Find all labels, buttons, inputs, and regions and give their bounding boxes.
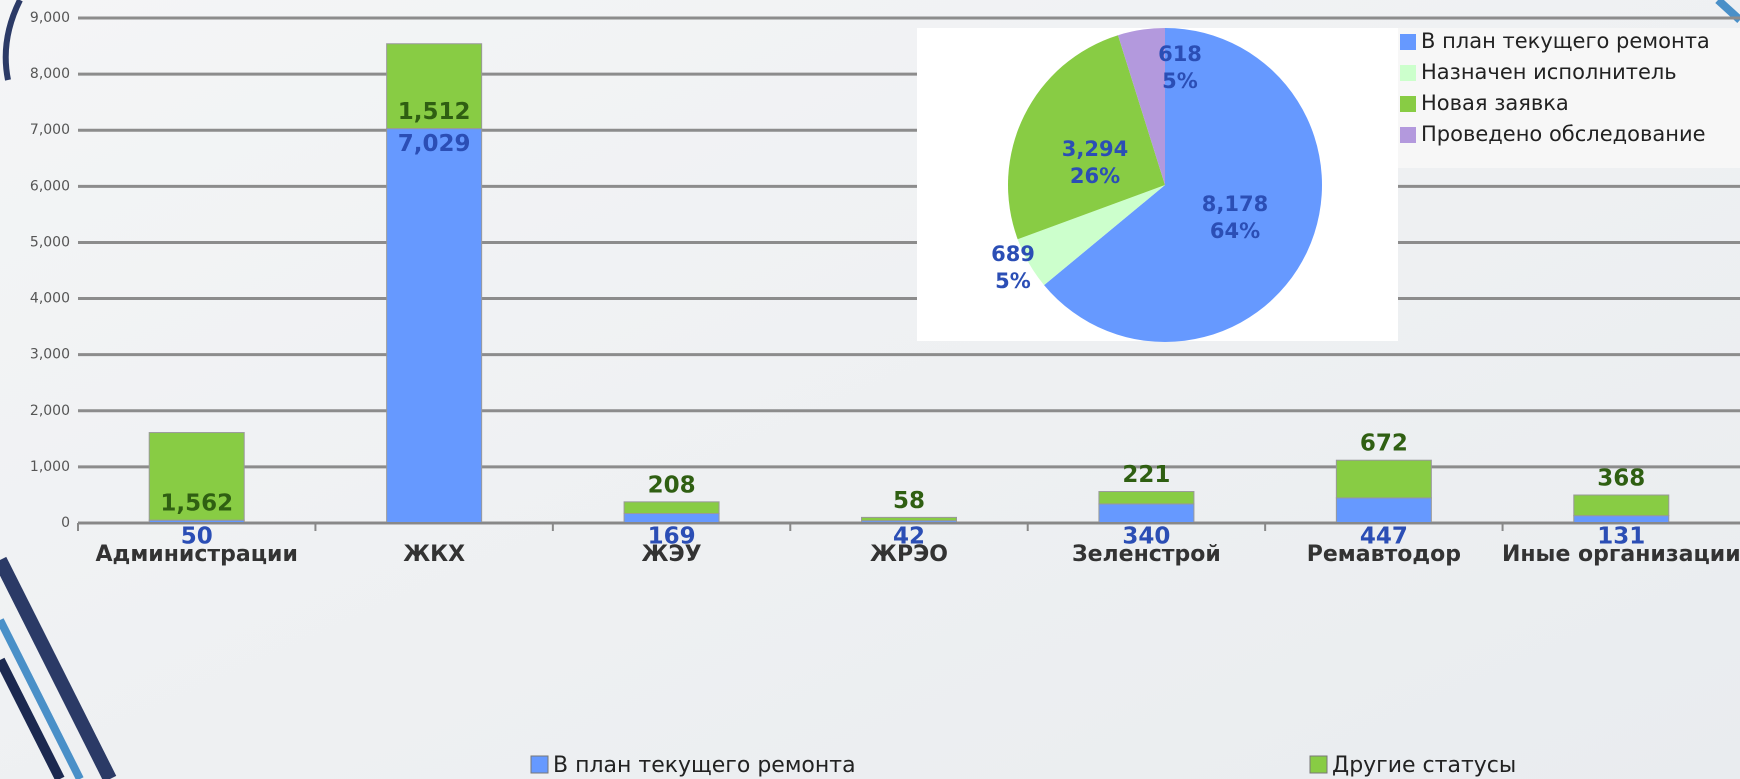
bar-segment [1098,491,1195,505]
legend-swatch [530,755,549,774]
percent-label: 5% [995,269,1031,293]
data-label: 58 [893,488,925,514]
y-tick-label: 4,000 [30,291,70,307]
y-tick-label: 9,000 [30,10,70,26]
bar-segment [1098,503,1195,524]
y-tick-label: 0 [61,515,70,531]
data-label: 7,029 [398,131,471,157]
percent-label: 5% [1162,69,1198,93]
x-tick-label: Администрации [96,542,298,567]
y-tick-label: 1,000 [30,459,70,475]
x-tick-label: Ремавтодор [1307,542,1461,567]
data-label: 131 [1597,524,1645,550]
legend-swatch [1400,127,1416,143]
bar-segment [148,432,245,521]
y-tick-label: 8,000 [30,66,70,82]
decoration [0,618,84,779]
y-tick-label: 5,000 [30,234,70,250]
legend-label: В план текущего ремонта [553,753,856,778]
pie-slice [1017,185,1165,286]
pie-slice [1044,28,1322,342]
x-tick-label: ЖКХ [403,542,465,567]
x-tick-label: Зеленстрой [1072,542,1221,567]
legend-label: Назначен исполнитель [1421,60,1677,84]
y-tick-label: 6,000 [30,178,70,194]
bar-segment [861,516,957,522]
data-label: 447 [1360,524,1408,550]
legend-label: Другие статусы [1332,753,1516,778]
legend-swatch [1400,34,1416,50]
legend-label: В план текущего ремонта [1421,29,1710,53]
data-label: 169 [648,524,696,550]
x-tick-label: Иные организации [1502,542,1740,567]
data-label: 340 [1122,524,1170,550]
data-label: 689 [991,242,1035,266]
decoration [0,556,117,779]
legend-panel [1398,28,1740,168]
data-label: 50 [181,524,213,550]
data-label: 1,512 [398,99,471,125]
bar-segment [1573,515,1670,524]
bar-segment [1573,494,1670,517]
bar-segment [623,501,720,515]
y-tick-label: 3,000 [30,347,70,363]
bar-segment [1335,497,1432,524]
bar-segment [386,128,483,524]
bar-segment [386,43,483,130]
decoration [2,0,23,81]
pie-slice [1008,35,1165,240]
bar-segment [623,513,720,524]
data-label: 221 [1122,462,1170,488]
percent-label: 64% [1210,219,1260,243]
data-label: 672 [1360,431,1408,457]
legend-swatch [1400,65,1416,81]
data-label: 208 [648,472,696,498]
legend-label: Проведено обследование [1421,122,1706,146]
data-label: 8,178 [1202,192,1268,216]
data-label: 368 [1597,466,1645,492]
y-tick-label: 7,000 [30,122,70,138]
legend-swatch [1309,755,1328,774]
decoration [0,657,65,779]
y-tick-label: 2,000 [30,403,70,419]
data-label: 618 [1158,42,1202,66]
percent-label: 26% [1070,164,1120,188]
x-tick-label: ЖРЭО [870,542,948,567]
data-label: 1,562 [160,491,233,517]
data-label: 42 [893,524,925,550]
pie-slice [1118,28,1165,185]
data-label: 3,294 [1062,137,1128,161]
legend-swatch [1400,96,1416,112]
x-tick-label: ЖЭУ [642,542,702,567]
legend-label: Новая заявка [1421,91,1569,115]
bar-segment [1335,459,1432,499]
